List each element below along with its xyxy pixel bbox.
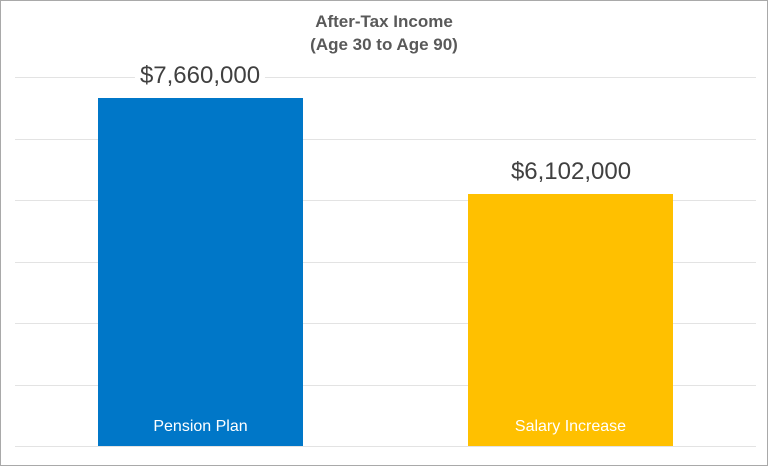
bar-salary-increase: Salary Increase xyxy=(468,194,673,446)
gridline xyxy=(15,385,756,386)
chart-title: After-Tax Income xyxy=(315,12,453,31)
bar-pension-plan: Pension Plan xyxy=(98,98,303,446)
gridline xyxy=(15,200,756,201)
gridline xyxy=(15,262,756,263)
chart-title-block: After-Tax Income (Age 30 to Age 90) xyxy=(1,10,767,56)
gridline xyxy=(15,323,756,324)
value-label-salary-increase: $6,102,000 xyxy=(505,158,637,186)
gridline xyxy=(15,77,756,78)
category-label-salary-increase: Salary Increase xyxy=(514,418,627,435)
chart-subtitle: (Age 30 to Age 90) xyxy=(310,35,458,54)
value-label-pension-plan: $7,660,000 xyxy=(134,62,266,90)
gridline xyxy=(15,446,756,447)
category-label-pension-plan: Pension Plan xyxy=(153,418,248,435)
gridline xyxy=(15,139,756,140)
